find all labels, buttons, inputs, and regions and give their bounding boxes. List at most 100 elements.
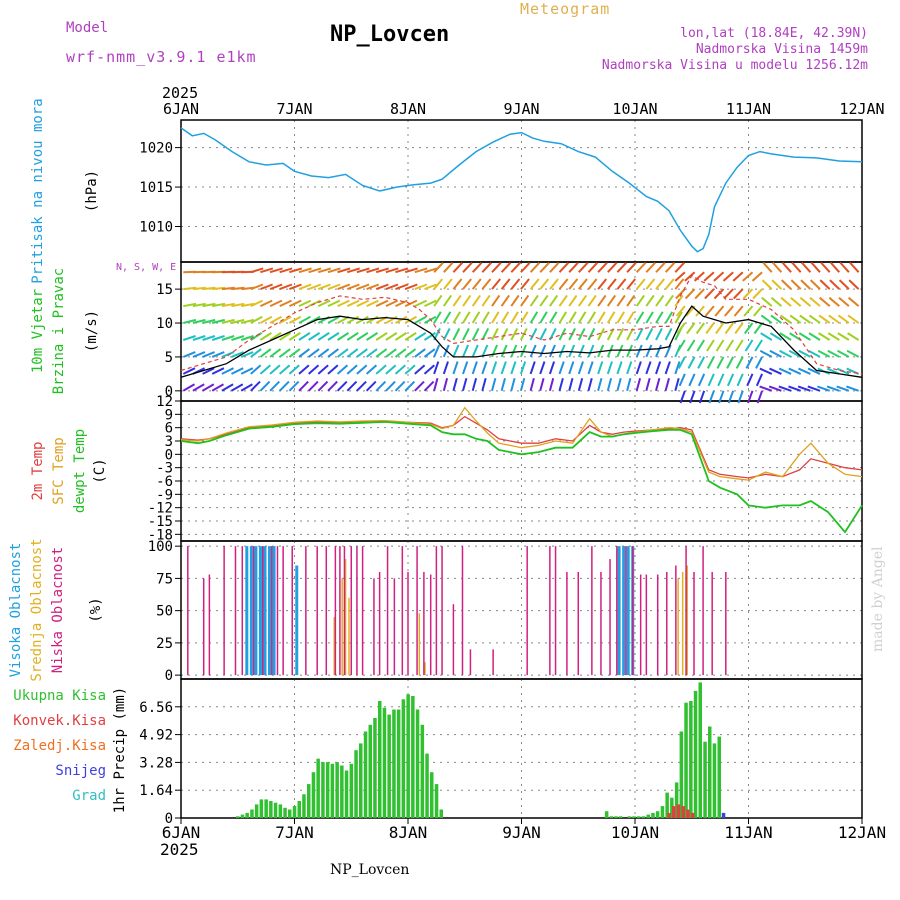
wind-arrow <box>837 332 850 341</box>
wind-arrow <box>356 299 370 308</box>
wind-arrow <box>500 278 511 290</box>
cloud-high-axis-title: Visoka Oblacnost <box>8 543 24 678</box>
wind-arrow <box>182 383 196 392</box>
wind-arrow <box>471 344 479 358</box>
wind-arrow <box>337 283 351 291</box>
wind-arrow <box>443 278 453 290</box>
wind-arrow <box>317 380 329 392</box>
wind-arrow <box>768 385 782 392</box>
y-tick-label: 10 <box>156 316 173 332</box>
wind-arrow <box>587 327 596 341</box>
wind-arrow <box>298 348 310 358</box>
wind-arrow <box>433 344 441 358</box>
wind-arrow <box>443 262 454 273</box>
wind-arrow <box>250 380 261 392</box>
wind-arrow <box>347 267 360 274</box>
wind-arrow <box>655 311 664 324</box>
wind-arrow <box>279 315 292 324</box>
wind-arrow <box>606 378 613 392</box>
wind-arrow <box>568 378 574 392</box>
wind-arrow <box>471 378 478 392</box>
wind-arrow <box>827 349 840 358</box>
wind-arrow <box>520 311 529 324</box>
wind-arrow <box>790 279 802 290</box>
wind-arrow <box>327 267 341 274</box>
precip-bar <box>344 770 349 818</box>
wind-arrow <box>346 348 359 358</box>
wind-arrow <box>607 262 618 273</box>
x-tick-label-bottom: 9JAN <box>502 823 541 842</box>
precip-snow-bar <box>721 812 726 818</box>
wind-arrow <box>548 378 555 392</box>
wind-arrow <box>577 294 588 307</box>
y-tick-label: 15 <box>156 282 173 298</box>
wind-arrow <box>807 385 821 392</box>
wind-arrow <box>760 314 773 324</box>
wind-arrow <box>705 322 715 335</box>
wind-arrow <box>385 380 396 392</box>
meteogram-label: Meteogram <box>520 0 611 18</box>
wind-arrow <box>549 311 558 324</box>
wind-arrow <box>471 311 481 324</box>
wind-arrow <box>568 361 575 375</box>
precip-legend-item: Ukupna Kisa <box>13 688 106 704</box>
y-tick-label: 0 <box>165 668 173 684</box>
wind-arrow <box>679 390 686 404</box>
wind-arrow <box>211 318 226 324</box>
wind-arrow <box>471 262 483 273</box>
wind-arrow <box>616 361 623 375</box>
y-tick-label: 1015 <box>139 180 173 196</box>
precip-bar <box>401 699 406 818</box>
wind-arrow <box>500 294 510 307</box>
wind-arrow <box>414 299 428 308</box>
wind-arrow <box>626 378 632 392</box>
wind-arrow <box>664 262 676 273</box>
x-tick-label-top: 11JAN <box>726 100 771 118</box>
precip-bar <box>307 784 311 818</box>
pressure-axis-title: Pritisak na nivou mora <box>30 98 46 283</box>
wind-arrow <box>635 378 642 392</box>
wind-arrow <box>192 335 206 341</box>
y-tick-label: 12 <box>156 394 173 410</box>
wind-arrow <box>686 339 696 352</box>
wind-arrow <box>462 294 472 307</box>
wind-arrow <box>260 283 273 291</box>
wind-arrow <box>250 267 264 274</box>
wind-arrow <box>848 279 860 290</box>
precip-bar <box>708 726 712 818</box>
wind-arrow <box>655 378 661 392</box>
wind-arrow <box>491 294 501 307</box>
wind-arrow <box>481 262 492 273</box>
wind-arrow <box>278 380 290 392</box>
wind-arrow <box>558 361 565 375</box>
wind-arrow <box>529 294 539 307</box>
y-tick-label: 75 <box>156 571 173 587</box>
x-tick-label-bottom: 11JAN <box>724 823 772 842</box>
precip-bar <box>297 801 301 818</box>
wind-arrow <box>737 390 744 404</box>
wind-arrow <box>519 344 527 358</box>
wind-arrow <box>819 279 831 290</box>
wind-arrow <box>442 294 453 307</box>
wind-arrow <box>500 378 506 392</box>
wind-arrow <box>424 283 437 291</box>
wind-arrow <box>395 283 409 291</box>
wind-arrow <box>587 278 598 290</box>
precip-bar <box>349 763 354 818</box>
wind-arrow <box>674 361 681 375</box>
wind-arrow <box>769 367 782 375</box>
pressure-axis-unit: (hPa) <box>84 170 100 212</box>
wind-arrow <box>269 283 283 291</box>
wind-arrow <box>442 327 451 341</box>
wind-arrow <box>755 356 763 369</box>
coordinates-label: lon,lat (18.84E, 42.39N) <box>680 26 868 41</box>
wind-arrow <box>183 318 197 324</box>
wind-arrow <box>810 279 821 290</box>
wind-arrow <box>686 322 696 335</box>
wind-arrow <box>687 356 696 369</box>
wind-direction-legend: N, S, W, E <box>116 262 176 273</box>
wind-arrow <box>733 305 744 317</box>
wind-arrow <box>318 267 332 274</box>
wind-arrow <box>769 332 782 341</box>
wind-arrow <box>578 262 589 273</box>
